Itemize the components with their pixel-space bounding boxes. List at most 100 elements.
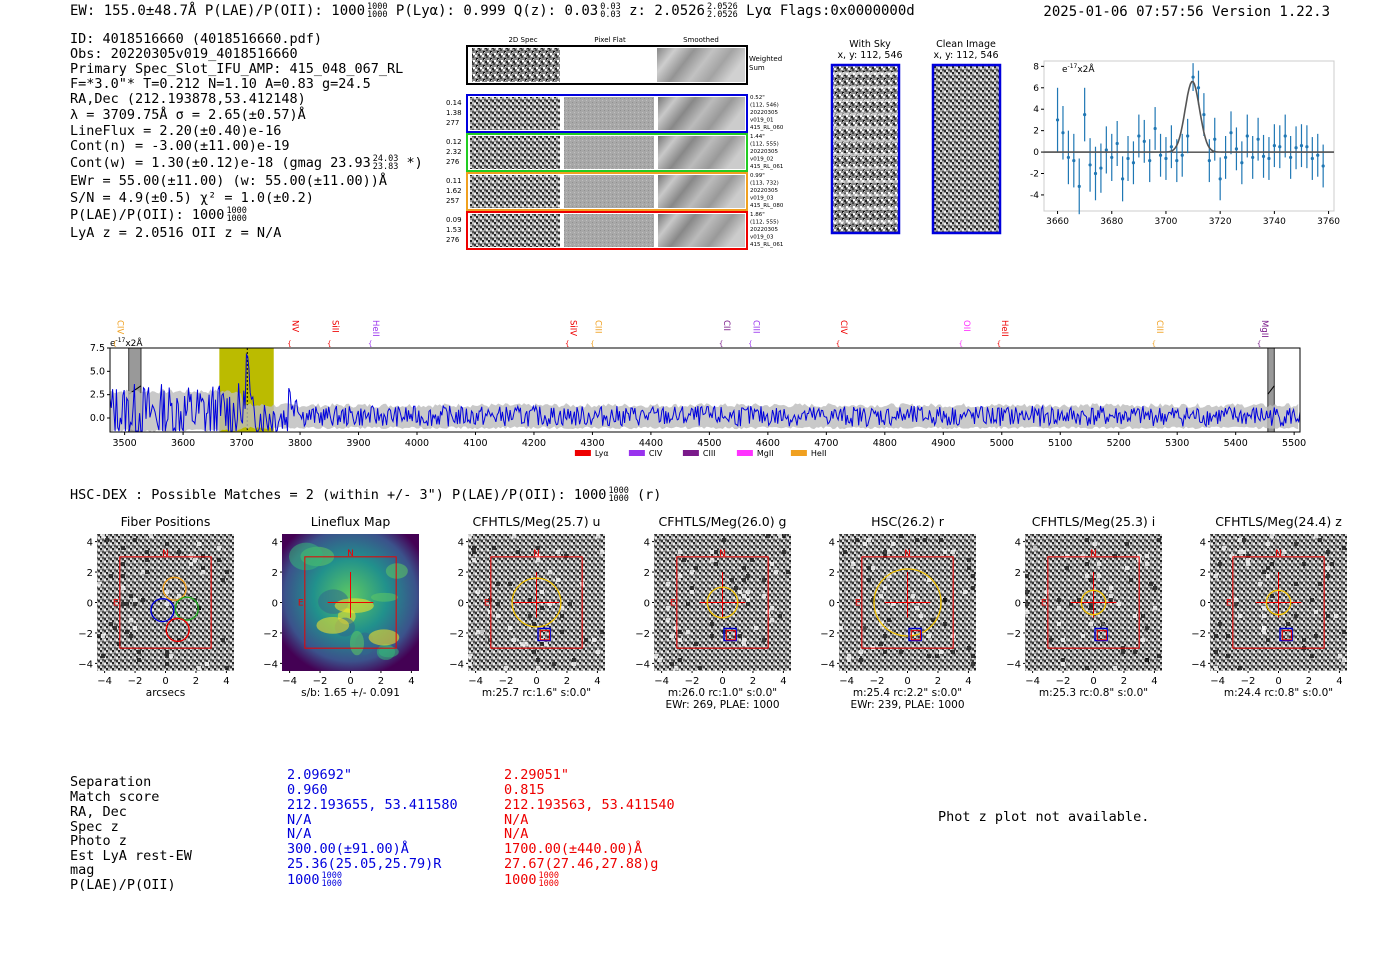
panel-xtick: 0 <box>533 676 539 687</box>
cutout-left-value: 2.32 <box>446 148 462 156</box>
weighted-label: Weighted <box>749 55 782 63</box>
zoom-point <box>1175 159 1179 163</box>
panel-xtick: −4 <box>468 676 483 687</box>
full-xtick: 3500 <box>113 438 137 449</box>
panel-ytick: 2 <box>87 568 93 579</box>
panel-xtick: −4 <box>654 676 669 687</box>
line-label: CIV <box>115 320 125 334</box>
line-label: CIV <box>838 320 848 334</box>
zoom-point <box>1180 153 1184 157</box>
panel-xtick: −2 <box>685 676 700 687</box>
line-bracket: { <box>368 340 372 348</box>
fiber-circle <box>150 597 175 623</box>
zoom-point <box>1229 131 1233 135</box>
panel-xtick: 4 <box>594 676 600 687</box>
line-bracket: { <box>748 340 752 348</box>
match-value-blue: 25.36(25.05,25.79)R <box>287 856 442 872</box>
zoom-point <box>1148 159 1152 163</box>
panel-caption: m:25.3 rc:0.8" s:0.0" <box>1039 687 1148 699</box>
panel-ytick: 2 <box>1015 568 1021 579</box>
panel-caption: s/b: 1.65 +/- 0.091 <box>301 687 400 699</box>
full-xtick: 4100 <box>463 438 487 449</box>
panel-caption2: EWr: 239, PLAE: 1000 <box>850 699 964 711</box>
panel-xtick: 4 <box>1151 676 1157 687</box>
line-bracket: { <box>112 340 116 348</box>
panel-ytick: −4 <box>635 659 650 670</box>
panel-ytick: −4 <box>1006 659 1021 670</box>
info-radec: RA,Dec (212.193878,53.412148) <box>70 91 306 107</box>
legend-label: Lyα <box>595 449 609 458</box>
zoom-ytick: 2 <box>1033 127 1039 137</box>
cutout-panel: 2D Spec Pixel Flat Smoothed Weighted Sum… <box>446 36 784 250</box>
panel-xtick: 0 <box>347 676 353 687</box>
full-xtick: 4000 <box>405 438 429 449</box>
panel-title: CFHTLS/Meg(25.3) i <box>1032 514 1156 529</box>
compass-n: N <box>533 549 540 559</box>
full-xtick: 5300 <box>1165 438 1189 449</box>
panel-title: CFHTLS/Meg(25.7) u <box>473 514 601 529</box>
zoom-xtick: 3660 <box>1046 217 1069 227</box>
full-xtick: 4800 <box>873 438 897 449</box>
cutout-left-value: 276 <box>446 158 460 166</box>
panel-xtick: −4 <box>839 676 854 687</box>
panel-ytick: 2 <box>272 568 278 579</box>
cutout-right-value: 415_RL_061 <box>750 242 783 248</box>
panel-title: CFHTLS/Meg(24.4) z <box>1215 514 1342 529</box>
full-xtick: 4900 <box>931 438 955 449</box>
zoom-point <box>1158 153 1163 157</box>
panel-caption: m:26.0 rc:1.0" s:0.0" <box>668 687 777 699</box>
match-value-red: 2.29051" <box>504 767 570 783</box>
info-contn: Cont(n) = -3.00(±11.00)e-19 <box>70 138 290 154</box>
zoom-point <box>1083 112 1087 117</box>
compass-e: E <box>113 599 119 609</box>
zoom-point <box>1196 86 1201 90</box>
zoom-point <box>1299 144 1304 148</box>
panel-title: HSC(26.2) r <box>871 514 945 529</box>
fiber-circle <box>174 596 199 621</box>
match-marker-red <box>1096 630 1107 641</box>
sky-clean-images: With Sky x, y: 112, 546 Clean Image x, y… <box>830 39 1002 235</box>
info-plae: P(LAE)/P(OII): 1000 1000 1000 <box>70 206 247 224</box>
zoom-point <box>1131 161 1136 165</box>
full-xtick: 4600 <box>756 438 780 449</box>
zoom-ytick: -2 <box>1030 170 1039 180</box>
match-marker-blue <box>1279 627 1293 642</box>
panel-caption: arcsecs <box>146 687 185 699</box>
match-value-blue: 0.960 <box>287 782 328 798</box>
match-value-red: 1000 1000 1000 <box>504 871 559 889</box>
aperture-circle <box>873 568 942 637</box>
match-label: Separation <box>70 774 152 790</box>
zoom-xtick: 3760 <box>1317 217 1340 227</box>
cutout-right-value: (113, 732) <box>750 181 779 187</box>
header-qz-frac: 0.03 0.03 <box>600 2 621 20</box>
panel-ytick: −4 <box>449 659 464 670</box>
full-xtick: 5500 <box>1282 438 1306 449</box>
full-xtick: 4700 <box>814 438 838 449</box>
panel-ytick: 4 <box>644 538 650 549</box>
search-box <box>1232 556 1325 649</box>
info-obs: Obs: 20220305v019_4018516660 <box>70 46 298 62</box>
match-value-red: 1700.00(±440.00)Å <box>504 841 643 857</box>
search-box <box>861 556 954 649</box>
panel-xtick: −4 <box>282 676 297 687</box>
full-xtick: 5200 <box>1107 438 1131 449</box>
panel-ytick: 0 <box>87 599 93 610</box>
search-box <box>490 556 583 649</box>
info-id: ID: 4018516660 (4018516660.pdf) <box>70 31 322 47</box>
panel-xtick: 0 <box>1090 676 1096 687</box>
compass-e: E <box>1041 599 1047 609</box>
cutout-right-value: 20220305 <box>750 227 778 233</box>
zoom-point <box>1093 171 1098 176</box>
panel-ytick: −2 <box>263 629 278 640</box>
line-label: NV <box>290 320 300 332</box>
panel-ytick: 2 <box>458 568 464 579</box>
panel-ytick: 2 <box>1200 568 1206 579</box>
line-bracket: { <box>1257 340 1261 348</box>
line-bracket: { <box>327 340 331 348</box>
panel-title: Fiber Positions <box>121 514 211 529</box>
zoom-point <box>1289 155 1293 160</box>
panel-xtick: 0 <box>1275 676 1281 687</box>
with-sky-image <box>830 63 901 235</box>
info-lyaz: LyA z = 2.0516 OII z = N/A <box>70 225 282 241</box>
header-summary: EW: 155.0±48.7Å P(LAE)/P(OII): 1000 1000 1… <box>70 2 915 20</box>
